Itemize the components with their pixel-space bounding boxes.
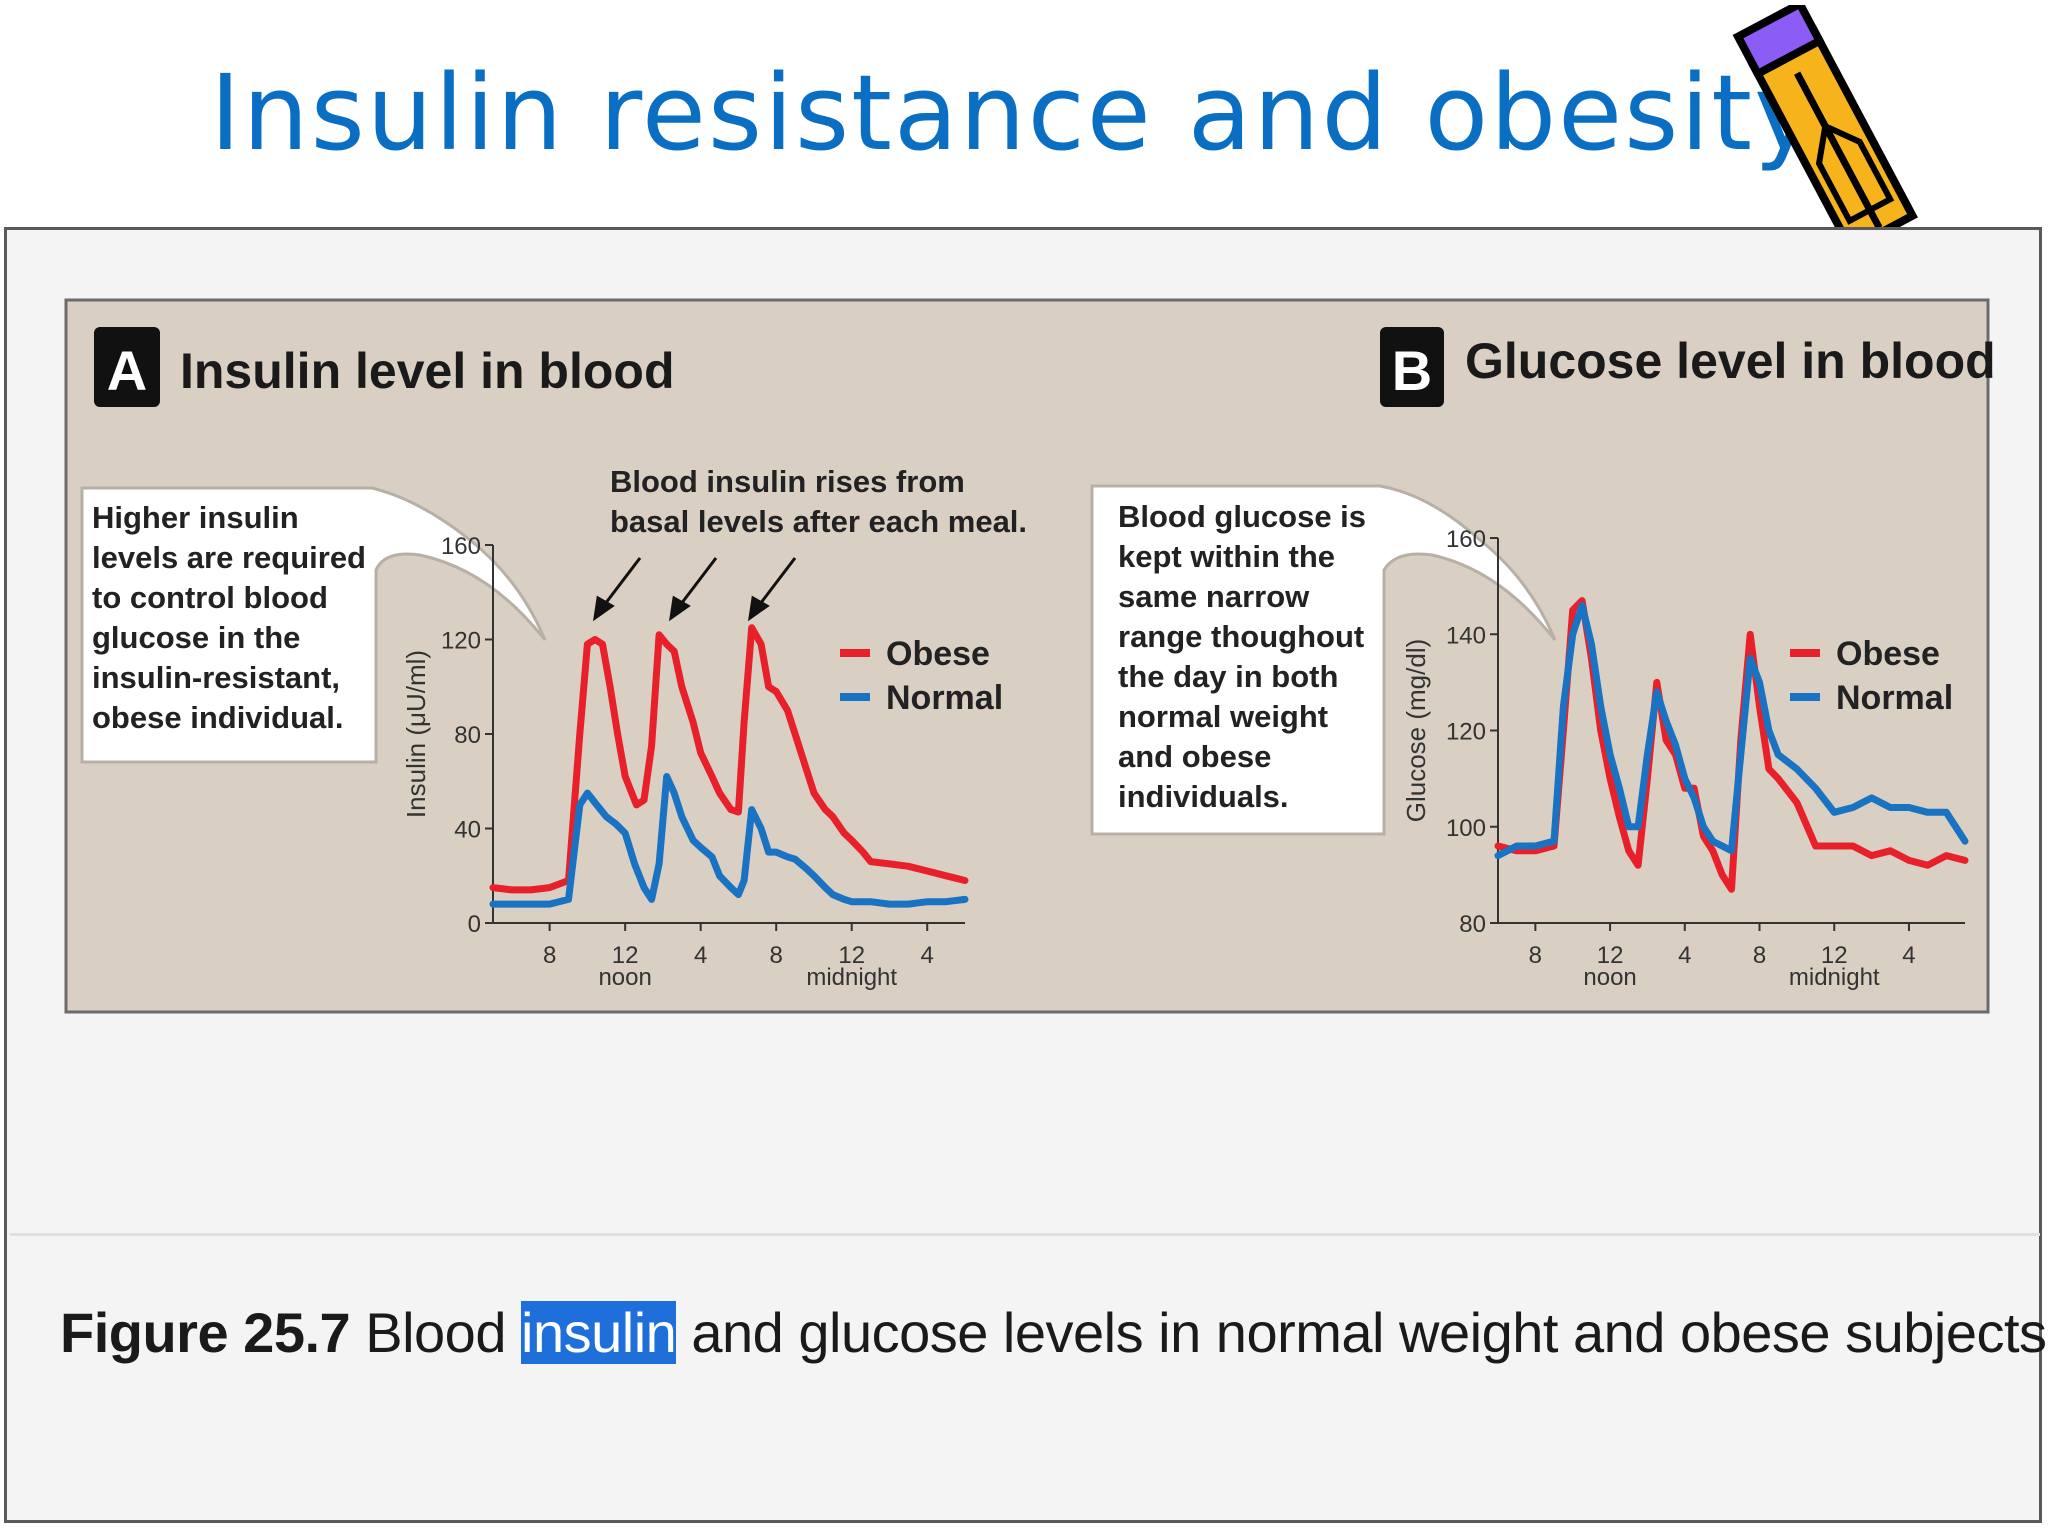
meal-arrows: [592, 557, 797, 622]
glucose-chart-legend-label-obese: Obese: [1836, 635, 1940, 673]
figure-panel-background: [64, 298, 1990, 1014]
panel-b-letter: B: [1392, 339, 1432, 402]
glucose-chart: 80 100 120 140 160 8 12 4 8 12 4 noon midnight Glucos…: [1401, 526, 1969, 991]
callout-b-line-6: normal weight: [1118, 699, 1328, 734]
panel-a-top-note: Blood insulin rises from basal levels af…: [610, 464, 1027, 539]
callout-b-line-2: kept within the: [1118, 539, 1335, 574]
insulin-chart-y-tick-label: 0: [468, 911, 481, 938]
callout-a-line-5: insulin-resistant,: [92, 660, 340, 695]
insulin-chart-series-normal: [489, 773, 969, 908]
callout-b-bubble: [1090, 484, 1557, 836]
insulin-chart-y-tick-label: 120: [441, 628, 481, 655]
insulin-chart-x-tick-label: 4: [921, 942, 934, 969]
insulin-chart-x-tick-label: 12: [838, 942, 865, 969]
glucose-chart-x-sublabel: midnight: [1789, 964, 1880, 991]
panel-a-badge: [94, 327, 160, 407]
insulin-chart-y-tick-label: 160: [441, 533, 481, 560]
callout-a-text: Higher insulin levels are required to co…: [92, 500, 375, 735]
glucose-chart-y-tick-label: 80: [1459, 911, 1486, 938]
insulin-chart-series-obese: [489, 624, 969, 894]
meal-arrow-1-head: [592, 595, 615, 622]
callout-b-line-8: individuals.: [1118, 779, 1289, 814]
meal-arrow-3-head: [747, 595, 770, 622]
caption-before: Blood: [365, 1301, 506, 1364]
insulin-chart-legend-label-obese: Obese: [886, 635, 990, 673]
insulin-chart-x-sublabel: midnight: [806, 964, 897, 991]
callout-b-line-7: and obese: [1118, 739, 1271, 774]
glucose-chart-x-sublabel: noon: [1583, 964, 1636, 991]
caption-figure-label: Figure 25.7: [60, 1301, 351, 1364]
pencil-icon: [1732, 5, 1918, 230]
callout-a-line-2: levels are required: [92, 540, 366, 575]
callout-a-line-1: Higher insulin: [92, 500, 299, 535]
insulin-chart-x-tick-label: 12: [612, 942, 639, 969]
insulin-chart-x-tick-label: 8: [770, 942, 783, 969]
glucose-chart-series-normal: [1494, 601, 1969, 860]
insulin-chart-y-tick-label: 40: [454, 817, 481, 844]
panel-a-letter: A: [107, 339, 147, 402]
insulin-chart-legend-label-normal: Normal: [886, 679, 1003, 717]
glucose-chart-legend-label-normal: Normal: [1836, 679, 1953, 717]
callout-a-bubble: [80, 486, 547, 764]
panel-b-badge: [1380, 327, 1444, 407]
glucose-chart-y-tick-label: 120: [1446, 719, 1486, 746]
caption-highlighted-word: insulin: [521, 1301, 677, 1364]
glucose-chart-y-tick-label: 100: [1446, 815, 1486, 842]
callout-b-line-1: Blood glucose is: [1118, 499, 1366, 534]
glucose-chart-x-tick-label: 8: [1753, 942, 1766, 969]
caption-after: and glucose levels in normal weight and …: [691, 1301, 2048, 1364]
glucose-chart-y-axis-label: Glucose (mg/dl): [1401, 639, 1431, 823]
panel-a-title: Insulin level in blood: [180, 343, 674, 399]
panel-b-title: Glucose level in blood: [1465, 333, 1996, 389]
insulin-chart: 0 40 80 120 160 8 12 4 8 12 4 noon midnight Insulin (…: [401, 533, 1003, 991]
callout-b-text: Blood glucose is kept within the same na…: [1118, 499, 1375, 814]
top-note-line-1: Blood insulin rises from: [610, 464, 965, 499]
insulin-chart-x-sublabel: noon: [598, 964, 651, 991]
meal-arrow-3: [755, 557, 797, 609]
meal-arrow-2-head: [668, 595, 691, 622]
insulin-chart-x-tick-label: 4: [694, 942, 707, 969]
glucose-chart-x-tick-label: 12: [1821, 942, 1848, 969]
insulin-chart-y-axis-label: Insulin (μU/ml): [401, 650, 431, 818]
glucose-chart-y-tick-label: 160: [1446, 526, 1486, 553]
insulin-chart-x-tick-label: 8: [543, 942, 556, 969]
meal-arrow-2: [676, 557, 718, 609]
callout-a-line-3: to control blood: [92, 580, 328, 615]
callout-b-line-5: the day in both: [1118, 659, 1338, 694]
glucose-chart-x-tick-label: 4: [1678, 942, 1691, 969]
slide-title: Insulin resistance and obesity: [210, 52, 1818, 174]
insulin-chart-y-tick-label: 80: [454, 722, 481, 749]
card-divider: [10, 1233, 2040, 1236]
callout-b-line-3: same narrow: [1118, 579, 1310, 614]
glucose-chart-x-tick-label: 8: [1529, 942, 1542, 969]
top-note-line-2: basal levels after each meal.: [610, 504, 1027, 539]
figure-caption: Figure 25.7 Blood insulin and glucose le…: [60, 1300, 2048, 1365]
callout-a-line-6: obese individual.: [92, 700, 344, 735]
glucose-chart-y-tick-label: 140: [1446, 622, 1486, 649]
callout-a-line-4: glucose in the: [92, 620, 300, 655]
glucose-chart-x-tick-label: 12: [1597, 942, 1624, 969]
callout-b-line-4: range thoughout: [1118, 619, 1364, 654]
glucose-chart-x-tick-label: 4: [1902, 942, 1915, 969]
meal-arrow-1: [600, 557, 642, 609]
